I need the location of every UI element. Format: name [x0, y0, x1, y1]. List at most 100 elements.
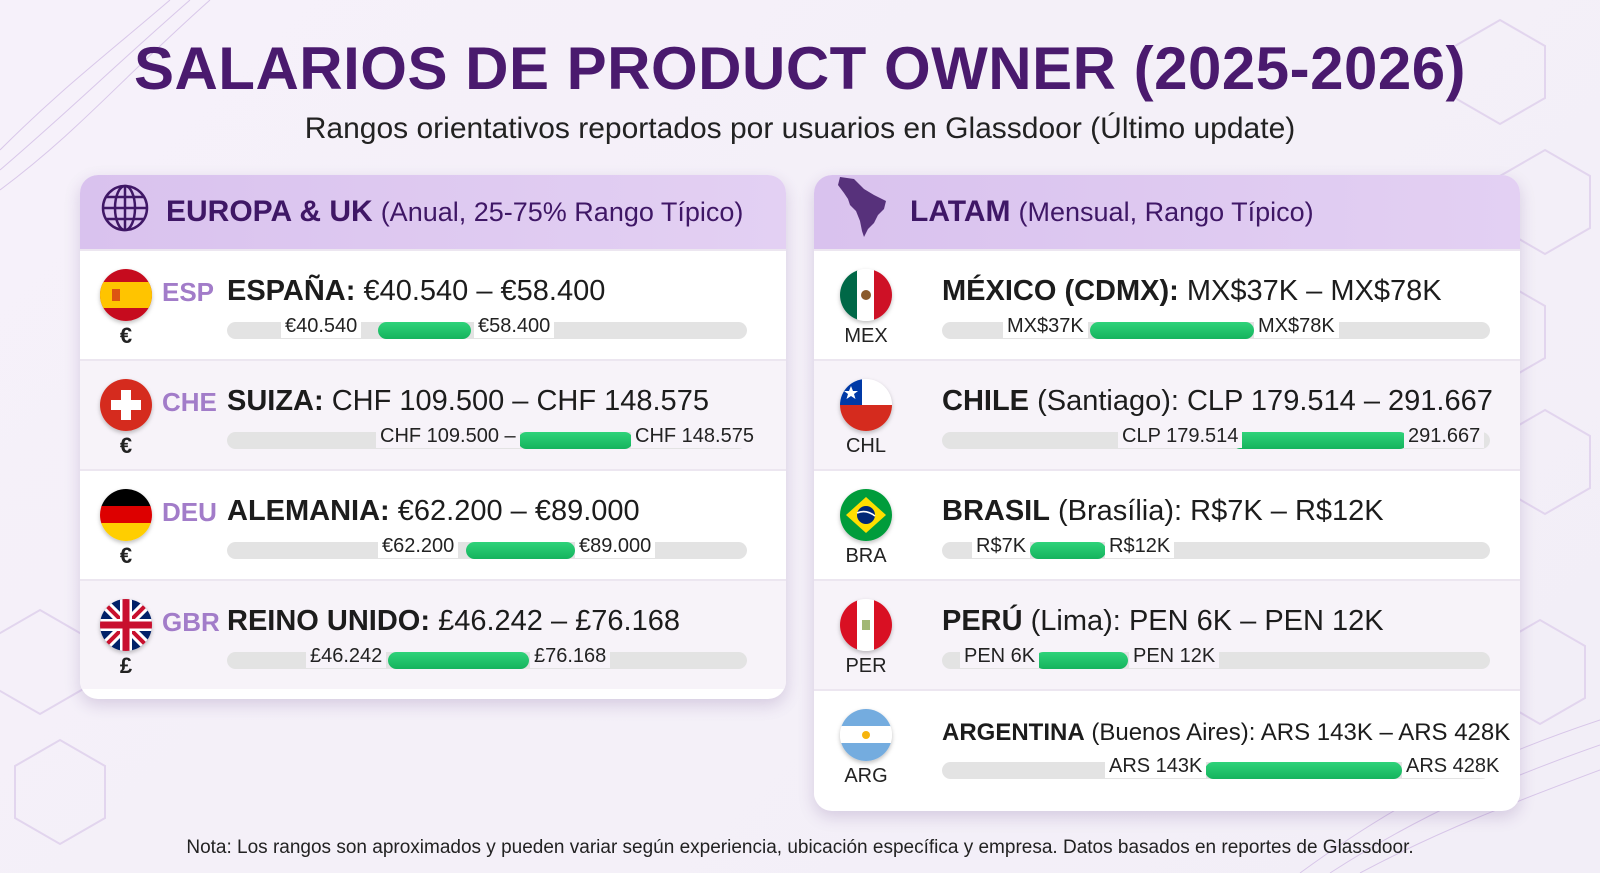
europe-panel-note: (Anual, 25-75% Rango Típico): [380, 196, 744, 227]
footnote: Nota: Los rangos son aproximados y puede…: [186, 837, 1414, 858]
page-title: SALARIOS DE PRODUCT OWNER (2025-2026): [133, 35, 1467, 102]
switzerland-flag-icon: [100, 379, 152, 431]
range-low-label: PEN 6K: [960, 645, 1040, 668]
salary-row-per: PER PERÚ (Lima): PEN 6K – PEN 12K PEN 6K…: [814, 579, 1520, 689]
range-high-label: 291.667: [1404, 425, 1485, 448]
range-bar: [1089, 322, 1255, 339]
spain-flag-icon: [100, 269, 152, 321]
city-name: (Santiago):: [1037, 385, 1179, 417]
salary-line: ALEMANIA: €62.200 – €89.000: [227, 495, 640, 528]
salary-line: REINO UNIDO: £46.242 – £76.168: [227, 605, 680, 638]
salary-range: PEN 6K – PEN 12K: [1128, 605, 1384, 637]
city-name: (Buenos Aires):: [1091, 719, 1256, 746]
range-low-label: £46.242: [306, 645, 387, 668]
range-low-label: R$7K: [972, 535, 1031, 558]
range-high-label: MX$78K: [1254, 315, 1339, 338]
salary-range: €62.200 – €89.000: [397, 495, 640, 527]
range-high-label: PEN 12K: [1129, 645, 1220, 668]
page-subtitle: Rangos orientativos reportados por usuar…: [304, 112, 1296, 145]
salary-line: ARGENTINA (Buenos Aires): ARS 143K – ARS…: [942, 719, 1510, 747]
city-name: (Lima):: [1030, 605, 1121, 637]
country-name: MÉXICO (CDMX):: [942, 275, 1179, 307]
salary-range: CLP 179.514 – 291.667: [1186, 385, 1493, 417]
salary-line: BRASIL (Brasília): R$7K – R$12K: [942, 495, 1384, 528]
range-low-label: €40.540: [281, 315, 362, 338]
range-low-label: ARS 143K: [1105, 755, 1207, 778]
globe-icon: [100, 183, 150, 241]
range-low-label: MX$37K: [1003, 315, 1088, 338]
salary-range: MX$37K – MX$78K: [1186, 275, 1442, 307]
latam-panel-header: LATAM (Mensual, Rango Típico): [814, 175, 1520, 249]
salary-line: CHILE (Santiago): CLP 179.514 – 291.667: [942, 385, 1493, 418]
range-bar: [1232, 432, 1408, 449]
range-low-label: €62.200: [378, 535, 459, 558]
latam-panel-note: (Mensual, Rango Típico): [1018, 196, 1314, 227]
salary-row-chl: CHL CHILE (Santiago): CLP 179.514 – 291.…: [814, 359, 1520, 469]
salary-range: R$7K – R$12K: [1190, 495, 1384, 527]
united-kingdom-flag-icon: [100, 599, 152, 651]
range-bar: [388, 652, 529, 669]
currency-symbol: €: [119, 323, 133, 348]
salary-line: PERÚ (Lima): PEN 6K – PEN 12K: [942, 605, 1384, 638]
salary-row-gbr: £ GBR REINO UNIDO: £46.242 – £76.168 £46…: [80, 579, 786, 689]
city-name: (Brasília):: [1058, 495, 1183, 527]
mexico-flag-icon: [840, 269, 892, 321]
country-name: PERÚ: [942, 605, 1023, 637]
latam-panel-title: LATAM: [910, 195, 1011, 228]
country-code: ARG: [844, 765, 888, 787]
salary-row-esp: € ESP ESPAÑA: €40.540 – €58.400 €40.540 …: [80, 249, 786, 359]
country-code: DEU: [162, 497, 217, 527]
country-code: CHE: [162, 387, 217, 417]
country-name: BRASIL: [942, 495, 1050, 527]
salary-row-deu: € DEU ALEMANIA: €62.200 – €89.000 €62.20…: [80, 469, 786, 579]
country-code: CHL: [845, 435, 886, 457]
country-name: CHILE: [942, 385, 1029, 417]
range-bar: [518, 432, 633, 449]
argentina-flag-icon: [840, 709, 892, 761]
currency-symbol: £: [119, 653, 133, 678]
range-bar: [466, 542, 576, 559]
europe-panel-header: EUROPA & UK (Anual, 25-75% Rango Típico): [80, 175, 786, 249]
latam-panel: LATAM (Mensual, Rango Típico) MEX MÉXICO…: [814, 175, 1520, 811]
brazil-flag-icon: [840, 489, 892, 541]
salary-range: CHF 109.500 – CHF 148.575: [331, 385, 709, 417]
salary-row-mex: MEX MÉXICO (CDMX): MX$37K – MX$78K MX$37…: [814, 249, 1520, 359]
range-high-label: R$12K: [1105, 535, 1175, 558]
range-low-label: CHF 109.500 –: [376, 425, 520, 448]
salary-line: ESPAÑA: €40.540 – €58.400: [227, 275, 605, 308]
range-bar: [1205, 762, 1403, 779]
country-code: MEX: [844, 325, 888, 347]
salary-line: MÉXICO (CDMX): MX$37K – MX$78K: [942, 275, 1442, 308]
latin-america-map-icon: [834, 175, 894, 249]
salary-line: SUIZA: CHF 109.500 – CHF 148.575: [227, 385, 709, 418]
range-high-label: CHF 148.575: [631, 425, 758, 448]
currency-symbol: €: [119, 543, 133, 568]
chile-flag-icon: [840, 379, 892, 431]
range-high-label: €58.400: [474, 315, 555, 338]
country-name: ARGENTINA: [942, 719, 1085, 746]
range-bar: [1029, 542, 1107, 559]
range-high-label: ARS 428K: [1402, 755, 1504, 778]
range-bar: [1035, 652, 1129, 669]
country-code: GBR: [162, 607, 220, 637]
salary-row-bra: BRA BRASIL (Brasília): R$7K – R$12K R$7K…: [814, 469, 1520, 579]
salary-row-arg: ARG ARGENTINA (Buenos Aires): ARS 143K –…: [814, 689, 1520, 799]
country-code: BRA: [845, 545, 887, 567]
range-bar: [377, 322, 472, 339]
range-high-label: €89.000: [575, 535, 656, 558]
country-code: PER: [845, 655, 887, 677]
salary-range: ARS 143K – ARS 428K: [1260, 719, 1511, 746]
country-name: REINO UNIDO:: [227, 605, 430, 637]
salary-row-che: € CHE SUIZA: CHF 109.500 – CHF 148.575 C…: [80, 359, 786, 469]
country-code: ESP: [162, 277, 215, 307]
europe-panel-title: EUROPA & UK: [166, 195, 373, 228]
range-low-label: CLP 179.514: [1118, 425, 1243, 448]
currency-symbol: €: [119, 433, 133, 458]
country-name: ESPAÑA:: [227, 275, 356, 307]
country-name: SUIZA:: [227, 385, 324, 417]
range-high-label: £76.168: [530, 645, 611, 668]
germany-flag-icon: [100, 489, 152, 541]
salary-range: £46.242 – £76.168: [438, 605, 680, 637]
country-name: ALEMANIA:: [227, 495, 390, 527]
peru-flag-icon: [840, 599, 892, 651]
